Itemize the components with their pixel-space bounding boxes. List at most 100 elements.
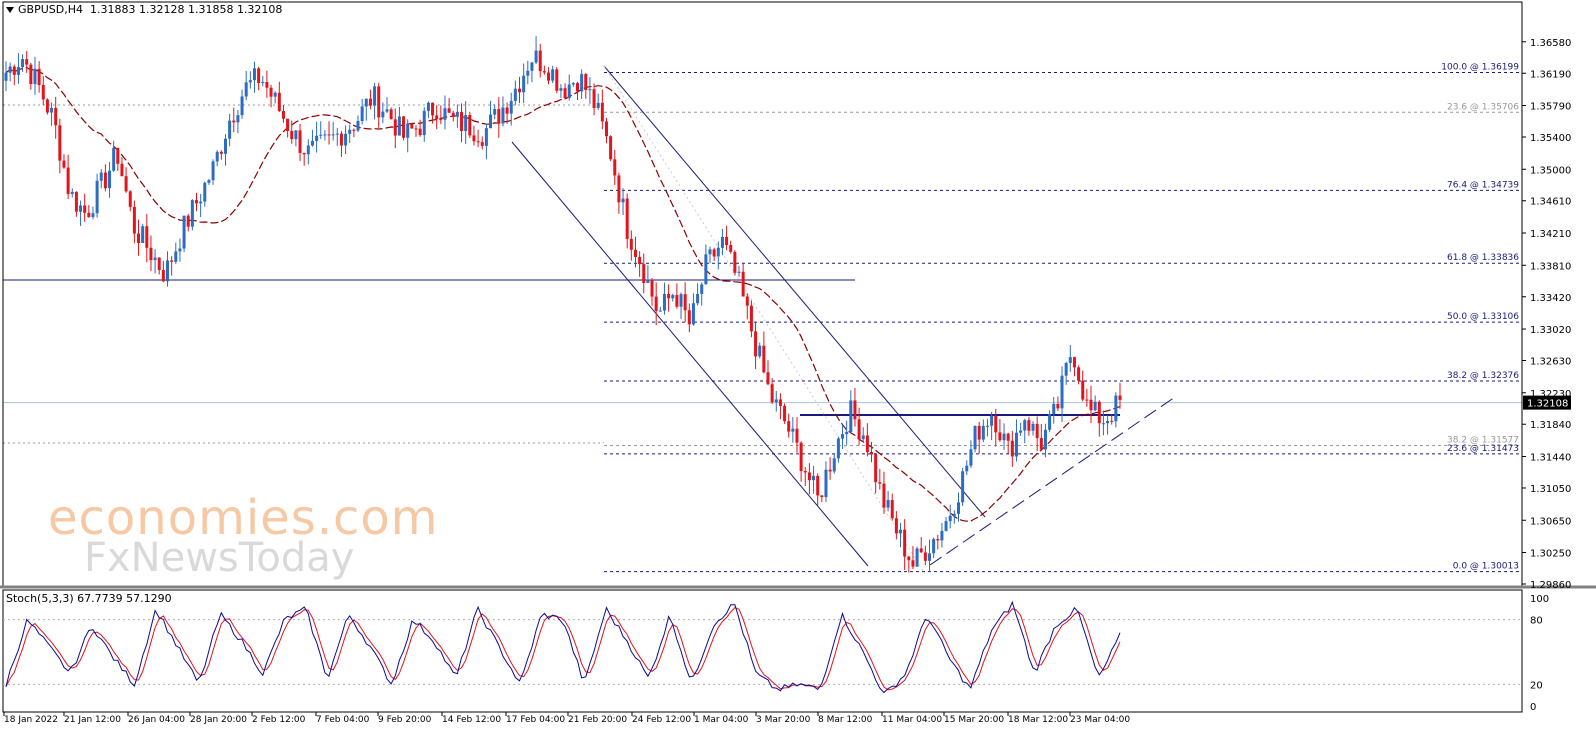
stoch-level-label: 100 [1530, 594, 1549, 605]
fibo-level-label: 38.2 @ 1.31577 [1447, 435, 1519, 445]
stoch-indicator-label: Stoch(5,3,3) 67.7739 57.1290 [6, 592, 172, 605]
candle-body [530, 62, 534, 71]
candle-body [783, 405, 787, 422]
y-tick-label: 1.30650 [1530, 516, 1571, 527]
stoch-level-label: 20 [1530, 680, 1543, 691]
candle-body [518, 88, 522, 93]
candle-body [489, 114, 493, 129]
candle-body [1006, 433, 1010, 441]
candle-body [62, 160, 66, 168]
candle-body [571, 83, 575, 85]
candle-body [555, 69, 559, 91]
y-tick-label: 1.31050 [1530, 484, 1571, 495]
x-tick-label: 2 Feb 12:00 [252, 715, 306, 725]
candle-body [1019, 430, 1023, 433]
candle-body [153, 257, 157, 261]
candle-body [820, 495, 824, 498]
candle-body [836, 438, 840, 459]
stoch-main-line [5, 600, 1121, 694]
candle-body [642, 264, 646, 283]
candle-body [190, 200, 194, 227]
candle-body [575, 83, 579, 92]
candle-body [418, 128, 422, 136]
candle-body [965, 465, 969, 472]
y-tick-label: 1.33810 [1530, 261, 1571, 272]
candle-body [526, 70, 530, 76]
candle-body [671, 295, 675, 299]
candle-body [712, 249, 716, 257]
y-tick-label: 1.33420 [1530, 293, 1571, 304]
candle-body [393, 119, 397, 136]
candle-body [613, 159, 617, 176]
candle-body [1089, 399, 1093, 411]
y-tick-label: 1.33020 [1530, 325, 1571, 336]
candle-body [319, 134, 323, 136]
candle-body [194, 200, 198, 204]
fibo-level-label: 23.6 @ 1.35706 [1447, 102, 1519, 112]
candle-body [720, 236, 724, 248]
candle-body [1118, 395, 1122, 400]
candle-body [203, 182, 207, 202]
candle-body [625, 198, 629, 239]
candle-body [509, 100, 513, 114]
candle-body [501, 107, 505, 124]
candle-body [687, 310, 691, 325]
candle-body [87, 212, 91, 218]
candle-body [352, 129, 356, 131]
dropdown-triangle-icon[interactable] [6, 7, 14, 13]
candle-body [758, 345, 762, 357]
candle-body [66, 167, 70, 194]
candle-body [406, 123, 410, 138]
candle-body [281, 111, 285, 119]
x-tick-label: 1 Mar 04:00 [694, 715, 749, 725]
candle-body [1097, 401, 1101, 424]
candle-body [455, 111, 459, 117]
candle-body [207, 180, 211, 183]
candle-body [211, 161, 215, 181]
candle-body [762, 345, 766, 373]
candle-body [426, 102, 430, 111]
candle-body [435, 115, 439, 120]
candle-body [103, 172, 107, 189]
candle-body [174, 251, 178, 262]
candle-body [1035, 423, 1039, 439]
candle-body [431, 102, 435, 116]
candle-body [443, 108, 447, 120]
candle-body [290, 131, 294, 140]
candle-body [832, 458, 836, 472]
candle-body [219, 151, 223, 154]
candle-body [476, 141, 480, 143]
y-tick-label: 1.31440 [1530, 453, 1571, 464]
candle-body [766, 372, 770, 385]
candle-body [464, 115, 468, 132]
candle-body [310, 140, 314, 146]
candle-body [1077, 367, 1081, 381]
candle-body [493, 109, 497, 115]
candle-body [547, 72, 551, 81]
candle-body [596, 102, 600, 108]
candle-body [604, 121, 608, 137]
current-price-label: 1.32108 [1527, 399, 1568, 410]
candle-body [302, 152, 306, 155]
candle-body [990, 415, 994, 426]
candle-body [741, 271, 745, 297]
candle-body [791, 428, 795, 432]
candle-body [1056, 403, 1060, 409]
candle-body [816, 475, 820, 496]
candle-body [161, 269, 165, 282]
candle-body [410, 123, 414, 129]
y-tick-label: 1.32230 [1530, 389, 1571, 400]
fibo-level-label: 0.0 @ 1.30013 [1453, 562, 1519, 572]
watermark-fxnewstoday: FxNewsToday [84, 535, 355, 581]
candle-body [327, 134, 331, 136]
candle-body [745, 296, 749, 306]
candle-body [899, 529, 903, 534]
candle-body [513, 88, 517, 101]
candle-body [339, 133, 343, 146]
y-tick-label: 1.35000 [1530, 165, 1571, 176]
x-tick-label: 21 Feb 20:00 [568, 715, 627, 725]
candle-body [182, 215, 186, 249]
candle-body [323, 134, 327, 136]
candle-body [273, 92, 277, 97]
